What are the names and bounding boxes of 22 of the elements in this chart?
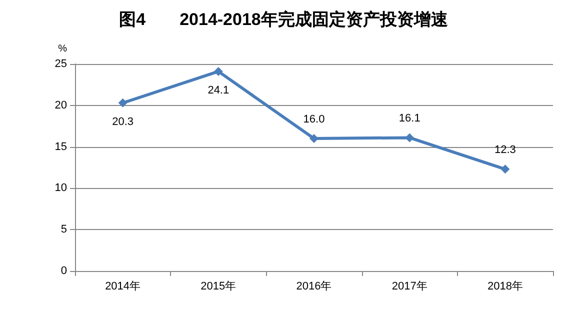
- point: [214, 66, 223, 76]
- y-tick-label: 10: [54, 182, 67, 194]
- y-tick-label: 5: [60, 224, 67, 236]
- x-tick-label: 2015年: [200, 280, 236, 292]
- x-tick-label: 2016年: [296, 280, 332, 292]
- data-label: 20.3: [112, 116, 134, 128]
- y-tick-label: 25: [54, 58, 67, 70]
- data-label: 24.1: [208, 84, 230, 96]
- y-tick-label: 15: [54, 140, 67, 153]
- data-label: 16.0: [303, 114, 325, 126]
- x-tick-label: 2014年: [105, 280, 141, 292]
- y-tick-label: 0: [60, 265, 67, 277]
- chart-title: 图4 2014-2018年完成固定资产投资增速: [119, 10, 448, 29]
- point: [500, 164, 510, 174]
- data-label: 16.1: [398, 112, 420, 125]
- point: [118, 98, 128, 108]
- x-tick-label: 2017年: [392, 280, 428, 292]
- y-tick-label: 20: [54, 99, 67, 112]
- y-axis-title: %: [58, 44, 68, 54]
- x-tick-label: 2018年: [487, 280, 523, 292]
- point: [405, 133, 414, 142]
- data-label: 12.3: [494, 144, 516, 156]
